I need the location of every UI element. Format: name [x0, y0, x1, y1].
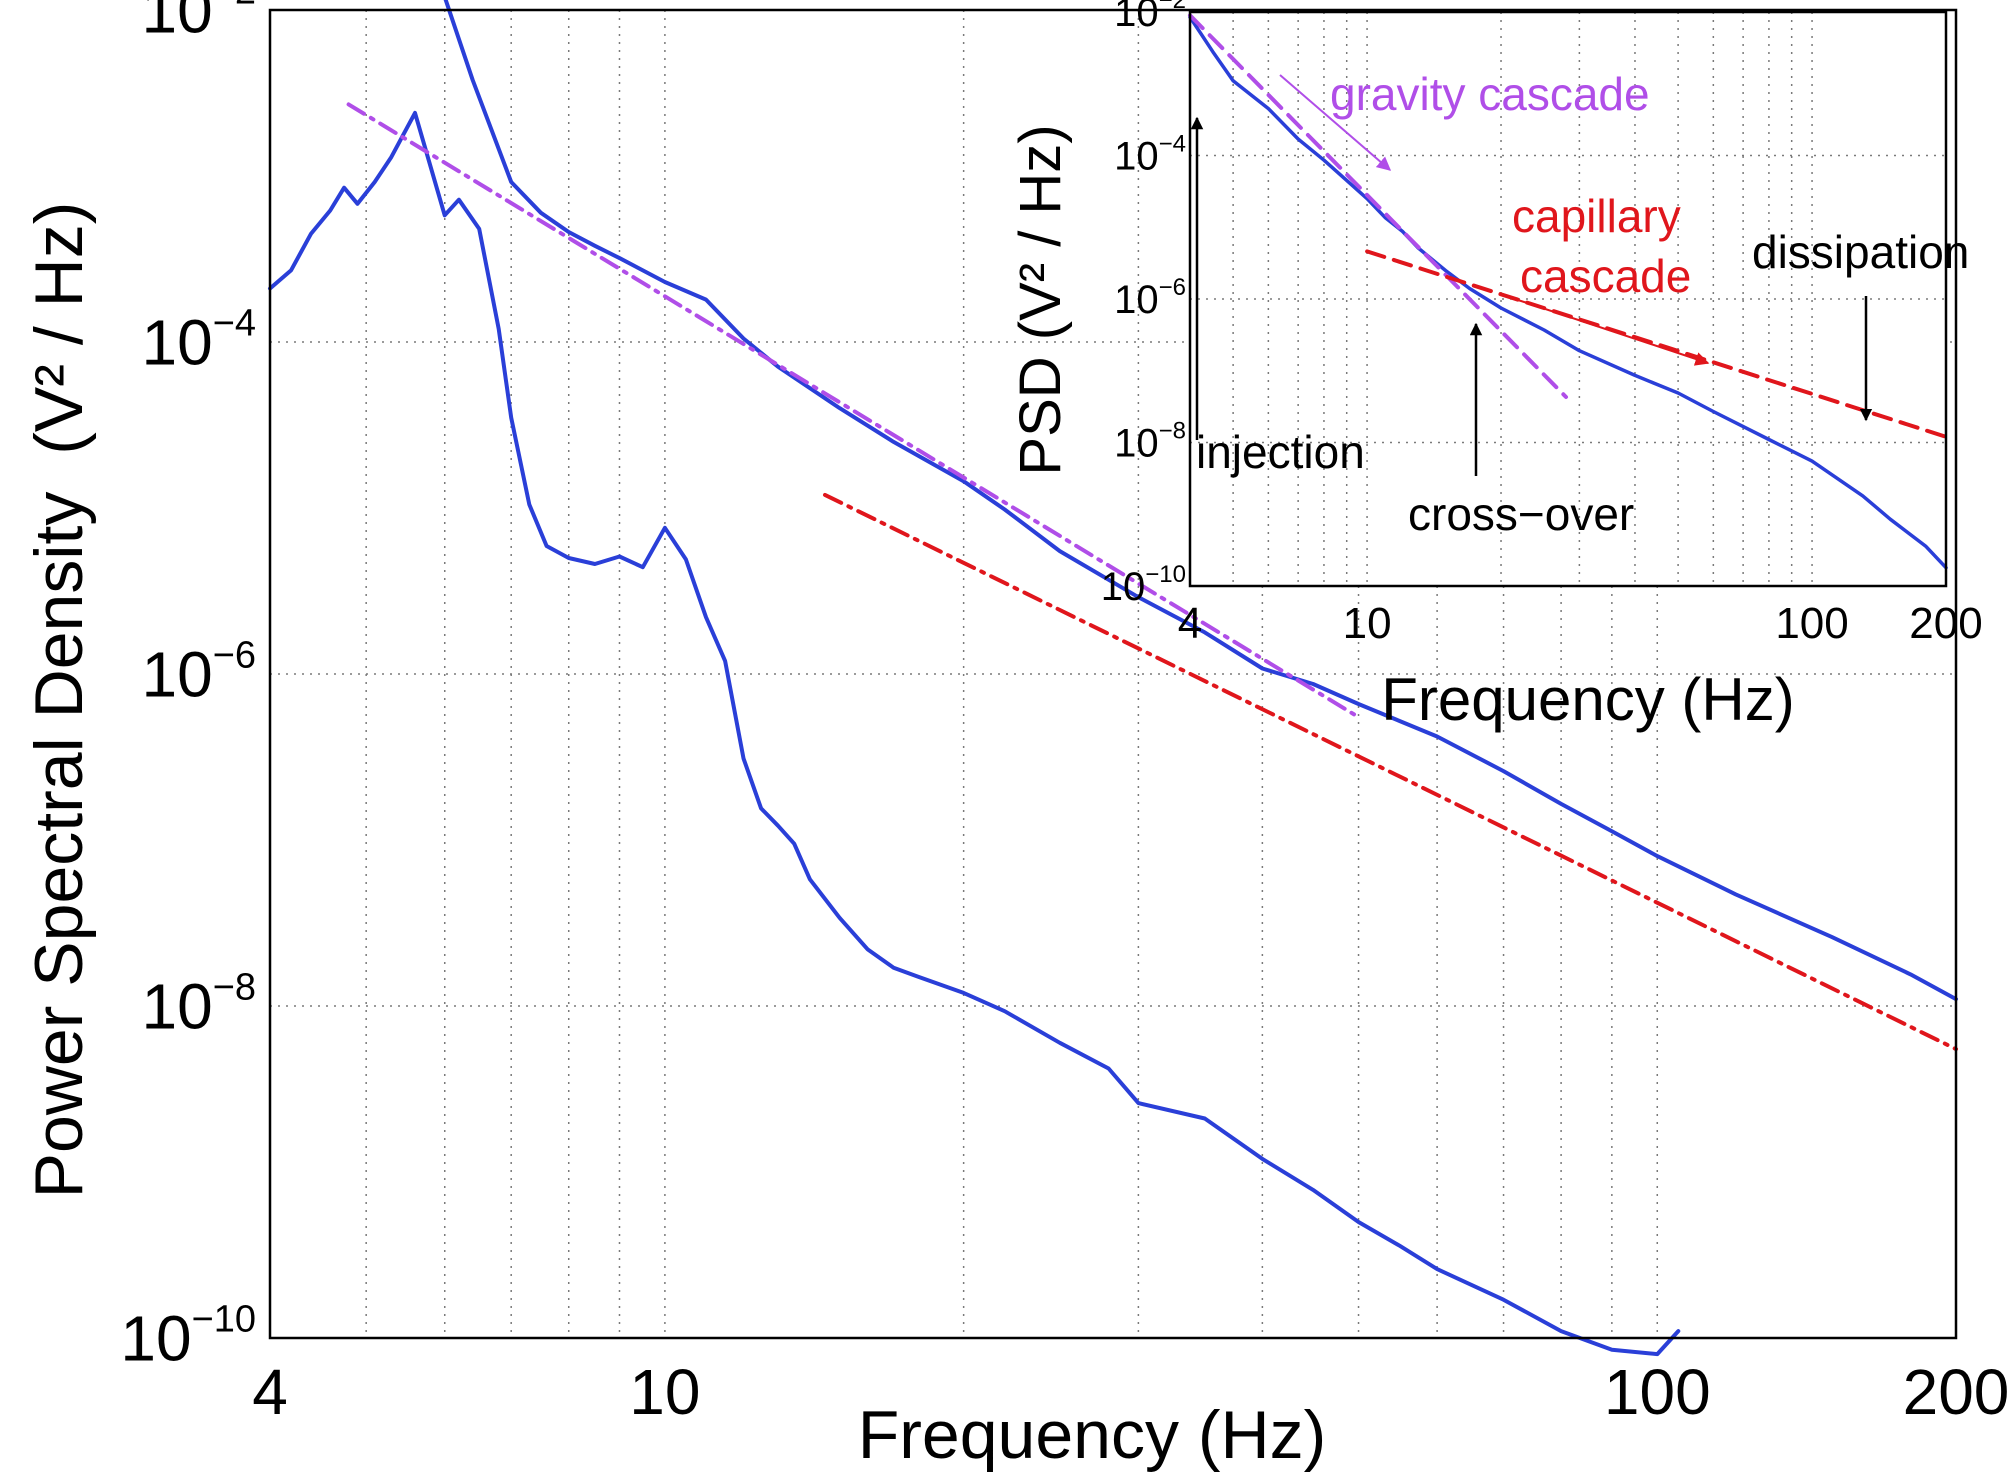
- main-y-tick-label: 10−2: [141, 0, 256, 46]
- main-series-line-1: [268, 110, 1681, 1357]
- capillary-cascade-label-line2: cascade: [1520, 250, 1691, 302]
- main-series-line-0: [443, 0, 1958, 1002]
- main-grid: [270, 10, 1956, 1338]
- main-x-tick-label: 200: [1903, 1356, 2010, 1428]
- inset-y-tick-label: 10−8: [1114, 418, 1186, 466]
- inset-x-tick-label: 4: [1178, 599, 1202, 648]
- inset-x-tick-label: 100: [1775, 599, 1848, 648]
- main-tick-labels: 4 10 100 200 10−2 10−4 10−6 10−8 10−10: [120, 0, 2009, 1428]
- inset-x-tick-label: 10: [1343, 599, 1392, 648]
- inset-y-tick-label: 10−6: [1114, 274, 1186, 322]
- gravity-cascade-arrow: [1279, 74, 1392, 171]
- inset-annotations: gravity cascade capillary cascade dissip…: [1190, 68, 1969, 540]
- main-y-tick-label: 10−4: [141, 303, 256, 379]
- inset-grid: [1190, 12, 1946, 586]
- main-plot: 4 10 100 200 10−2 10−4 10−6 10−8 10−10 Frequency…: [21, 0, 2009, 1473]
- capillary-cascade-arrow: [1517, 299, 1710, 366]
- inset-x-axis-label: Frequency (Hz): [1381, 666, 1794, 733]
- main-x-axis-label: Frequency (Hz): [858, 1397, 1327, 1473]
- main-x-tick-label: 100: [1604, 1356, 1711, 1428]
- main-axes-box: [268, 8, 1958, 1340]
- main-series: [268, 0, 1958, 1357]
- main-y-axis-label-unit: (V² / Hz): [21, 202, 97, 455]
- inset-series-line-0: [1188, 15, 1948, 570]
- svg-text:Power Spectral Density: Power Spectral Density (V² / Hz): [21, 202, 97, 1199]
- main-y-tick-label: 10−6: [141, 635, 256, 711]
- inset-axes: [1188, 10, 1948, 588]
- main-series-line-3: [823, 492, 1958, 1052]
- inset-series-line-2: [1365, 249, 1948, 439]
- main-y-tick-label: 10−8: [141, 967, 256, 1043]
- inset-series-line-1: [1188, 13, 1568, 399]
- main-y-tick-label: 10−10: [120, 1299, 256, 1375]
- dissipation-label: dissipation: [1752, 226, 1969, 278]
- main-series-line-2: [346, 102, 1361, 720]
- inset-y-tick-label: 10−10: [1101, 561, 1186, 609]
- inset-tick-labels: 4 10 100 200 10−2 10−4 10−6 10−8 10−10: [1101, 0, 1983, 648]
- main-axes: [268, 8, 1958, 1340]
- inset-x-tick-label: 200: [1909, 599, 1982, 648]
- inset-series: [1188, 13, 1948, 570]
- main-x-tick-label: 4: [252, 1356, 288, 1428]
- main-y-axis-label-name: Power Spectral Density: [21, 492, 97, 1199]
- inset-y-axis-label: PSD (V² / Hz): [1008, 124, 1073, 475]
- cross-over-label: cross−over: [1408, 488, 1634, 540]
- main-y-axis-label: Power Spectral Density (V² / Hz): [21, 202, 97, 1199]
- injection-label: injection: [1196, 426, 1365, 478]
- gravity-cascade-label: gravity cascade: [1330, 68, 1650, 120]
- inset-y-tick-label: 10−2: [1114, 0, 1186, 35]
- inset-axes-box: [1188, 10, 1948, 588]
- inset-plot: 4 10 100 200 10−2 10−4 10−6 10−8 10−10 Frequency…: [1008, 0, 1983, 733]
- capillary-cascade-label-line1: capillary: [1512, 190, 1681, 242]
- main-x-tick-label: 10: [629, 1356, 700, 1428]
- inset-y-tick-label: 10−4: [1114, 131, 1186, 179]
